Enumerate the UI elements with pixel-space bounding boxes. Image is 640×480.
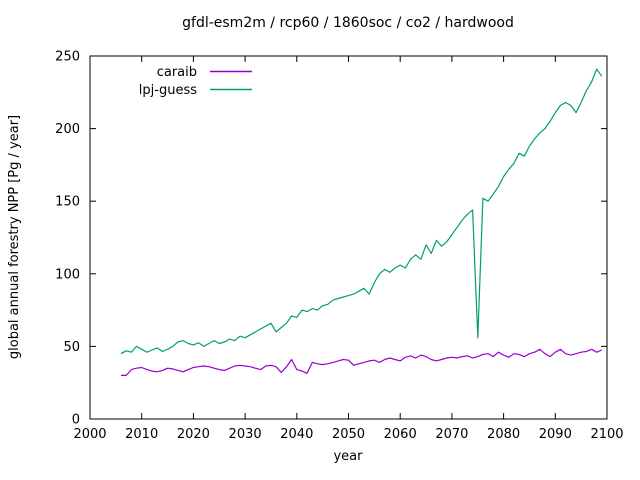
y-tick-label: 50	[63, 340, 80, 355]
x-tick-label: 2040	[280, 427, 313, 442]
series-line-lpj-guess	[120, 68, 603, 355]
y-tick-label: 150	[55, 195, 80, 210]
y-tick-label: 100	[55, 267, 80, 282]
y-tick-label: 200	[55, 122, 80, 137]
plot-area: 2000 2010 2020 2030 2040 2050 2060 2070 2080 2090…	[55, 50, 623, 443]
chart-title: gfdl-esm2m / rcp60 / 1860soc / co2 / har…	[182, 15, 514, 31]
y-tick-label: 250	[55, 50, 80, 65]
y-tick-label: 0	[72, 413, 80, 428]
x-axis-label: year	[333, 449, 363, 464]
x-tick-label: 2030	[229, 427, 262, 442]
y-axis-label: global annual forestry NPP [Pg / year]	[7, 115, 22, 359]
x-tick-label: 2090	[539, 427, 572, 442]
x-tick-label: 2000	[73, 427, 106, 442]
x-tick-label: 2010	[125, 427, 158, 442]
x-tick-label: 2020	[177, 427, 210, 442]
series-line-caraib	[121, 348, 603, 376]
plot-border	[89, 55, 608, 420]
legend: caraib lpj-guess	[139, 65, 252, 98]
x-tick-label: 2100	[590, 427, 623, 442]
x-tick-label: 2070	[435, 427, 468, 442]
x-tick-label: 2080	[487, 427, 520, 442]
legend-label-lpj-guess: lpj-guess	[139, 83, 197, 98]
x-tick-label: 2060	[384, 427, 417, 442]
x-tick-label: 2050	[332, 427, 365, 442]
legend-label-caraib: caraib	[157, 65, 197, 80]
